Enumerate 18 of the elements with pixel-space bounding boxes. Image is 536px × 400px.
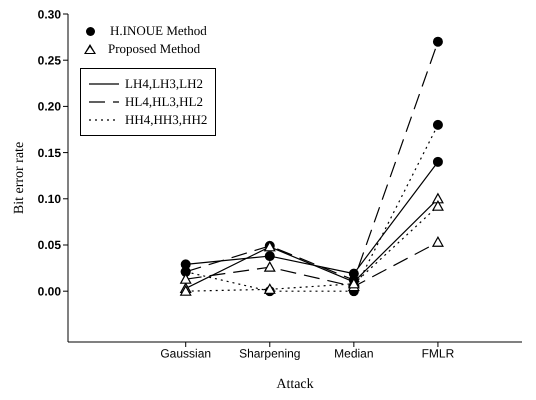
x-tick-label: Median [334, 346, 374, 361]
y-tick-label: 0.30 [38, 7, 62, 22]
y-tick-label: 0.05 [38, 238, 62, 252]
y-tick-label: 0.10 [38, 192, 62, 206]
x-tick-label: FMLR [422, 346, 455, 361]
x-tick-label: Gaussian [160, 346, 212, 361]
y-tick-label: 0.00 [38, 284, 62, 298]
legend-label: HH4,HH3,HH2 [125, 112, 208, 128]
annotation: H.INOUE Method [110, 23, 207, 39]
y-tick-label: 0.25 [38, 53, 62, 68]
y-axis-title: Bit error rate [12, 142, 27, 214]
annotation: Proposed Method [108, 41, 200, 57]
x-tick-label: Sharpening [239, 346, 300, 361]
y-tick-label: 0.15 [38, 146, 62, 160]
legend-label: LH4,LH3,LH2 [125, 76, 203, 92]
y-tick-label: 0.20 [38, 100, 62, 114]
x-axis-title: Attack [276, 377, 314, 392]
legend-label: HL4,HL3,HL2 [125, 94, 203, 110]
